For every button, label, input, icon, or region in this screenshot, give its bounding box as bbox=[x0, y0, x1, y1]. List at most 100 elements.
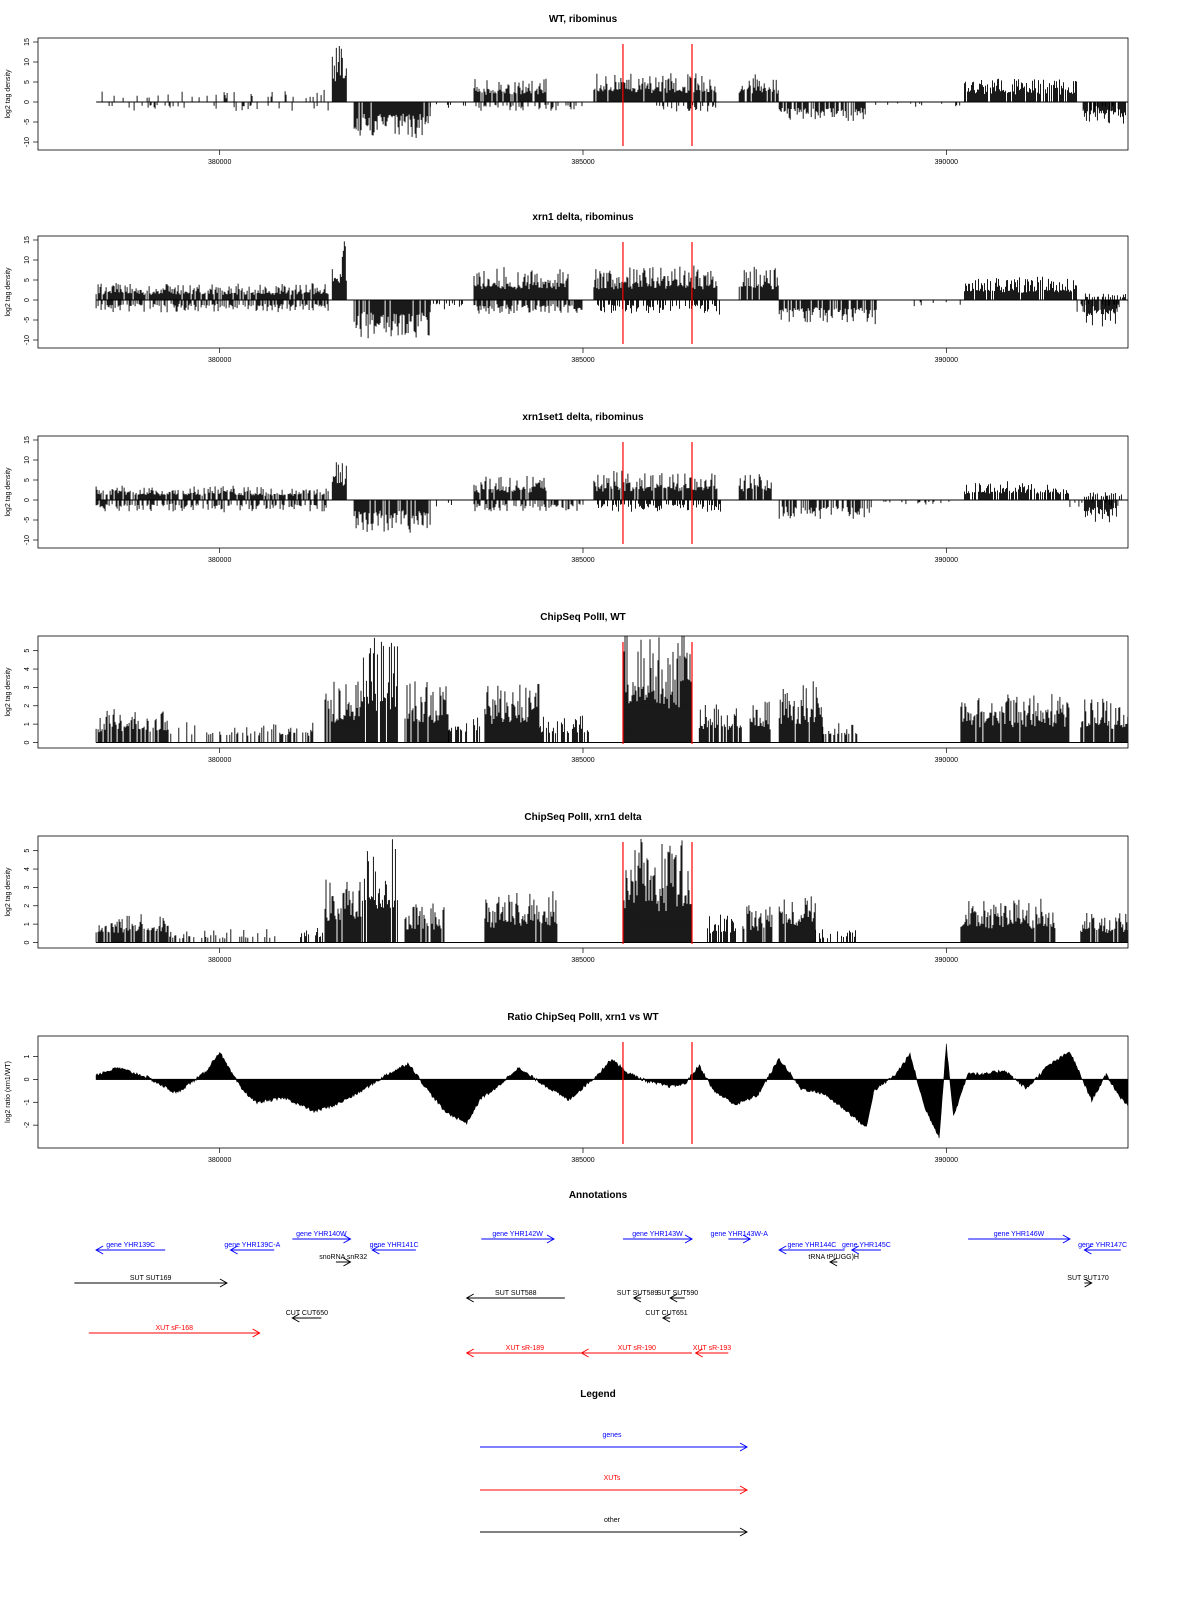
arrow-head bbox=[1083, 1245, 1092, 1255]
y-tick-label: -2 bbox=[24, 1122, 31, 1128]
feature-label: gene YHR145C bbox=[842, 1242, 891, 1249]
annotations-track: Annotations gene YHR139C gene YHR139C-A ge… bbox=[74, 1190, 1127, 1358]
y-axis-label: log2 tag density bbox=[5, 267, 12, 317]
feature-label: gene YHR144C bbox=[787, 1242, 836, 1249]
x-tick-label: 385000 bbox=[571, 757, 594, 764]
feature-label: SUT SUT170 bbox=[1067, 1275, 1109, 1282]
legend: Legend genes XUTs other bbox=[480, 1389, 749, 1537]
arrow-head bbox=[465, 1348, 474, 1358]
annotation-feature: gene YHR143W bbox=[622, 1231, 694, 1244]
x-tick-label: 385000 bbox=[571, 159, 594, 166]
legend-item: other bbox=[480, 1517, 749, 1537]
annotation-feature: tRNA tP(UGG)H bbox=[808, 1254, 859, 1267]
panel-title: Ratio ChipSeq PolII, xrn1 vs WT bbox=[507, 1012, 658, 1023]
arrow-head bbox=[850, 1245, 860, 1255]
signal-series bbox=[95, 241, 1128, 339]
signal-bars bbox=[95, 241, 1126, 339]
feature-label: SUT SUT588 bbox=[495, 1290, 537, 1297]
y-tick-label: 0 bbox=[24, 740, 31, 744]
y-tick-label: 1 bbox=[24, 922, 31, 926]
y-tick-label: 0 bbox=[24, 498, 31, 502]
arrow-head bbox=[229, 1245, 238, 1255]
annotation-feature: SUT SUT590 bbox=[657, 1290, 698, 1303]
annotation-feature: XUT sR-189 bbox=[465, 1345, 583, 1358]
x-tick-label: 390000 bbox=[935, 757, 958, 764]
feature-label: gene YHR139C-A bbox=[224, 1242, 280, 1249]
signal-series bbox=[96, 46, 1128, 138]
track-panel: Ratio ChipSeq PolII, xrn1 vs WT -2 -1 0 1 log… bbox=[5, 1012, 1129, 1164]
y-tick-label: 15 bbox=[24, 236, 31, 244]
feature-label: gene YHR146W bbox=[994, 1231, 1045, 1238]
y-tick-label: 4 bbox=[24, 667, 31, 671]
arrow-head bbox=[632, 1293, 642, 1303]
x-tick-label: 385000 bbox=[571, 357, 594, 364]
feature-label: gene YHR143W-A bbox=[711, 1231, 769, 1238]
arrow-head bbox=[669, 1293, 678, 1303]
annotation-feature: SUT SUT589 bbox=[617, 1290, 658, 1303]
y-tick-label: 4 bbox=[24, 867, 31, 871]
arrow-head bbox=[1084, 1278, 1093, 1288]
x-tick-label: 380000 bbox=[208, 757, 231, 764]
annotation-feature: gene YHR139C bbox=[95, 1242, 166, 1255]
y-tick-label: -5 bbox=[24, 119, 31, 125]
y-tick-label: 5 bbox=[24, 278, 31, 282]
y-tick-label: 0 bbox=[24, 1077, 31, 1081]
arrow-head bbox=[580, 1348, 589, 1358]
x-tick-label: 380000 bbox=[208, 957, 231, 964]
feature-label: gene YHR140W bbox=[296, 1231, 347, 1238]
ratio-area bbox=[95, 1043, 1128, 1139]
feature-label: XUT sF-168 bbox=[155, 1325, 193, 1332]
annotation-feature: gene YHR143W-A bbox=[711, 1231, 769, 1244]
arrow-head bbox=[219, 1278, 228, 1288]
x-tick-label: 380000 bbox=[208, 159, 231, 166]
y-tick-label: -1 bbox=[24, 1099, 31, 1105]
annotation-feature: XUT sR-190 bbox=[580, 1345, 692, 1358]
x-tick-label: 390000 bbox=[935, 1157, 958, 1164]
arrow-head bbox=[742, 1234, 752, 1244]
arrow-head bbox=[829, 1257, 838, 1267]
y-tick-label: 1 bbox=[24, 722, 31, 726]
x-tick-label: 390000 bbox=[935, 957, 958, 964]
feature-label: SUT SUT169 bbox=[130, 1275, 172, 1282]
arrow-head bbox=[465, 1293, 474, 1303]
annotation-feature: CUT CUT650 bbox=[286, 1310, 328, 1323]
track-panel: ChipSeq PolII, xrn1 delta 0 1 2 3 4 5 log2 tag … bbox=[5, 812, 1129, 964]
y-tick-label: -5 bbox=[24, 317, 31, 323]
y-tick-label: 3 bbox=[24, 685, 31, 689]
arrow-head bbox=[343, 1234, 352, 1244]
y-tick-label: 5 bbox=[24, 849, 31, 853]
panel-title: xrn1set1 delta, ribominus bbox=[522, 412, 644, 423]
y-axis-label: log2 tag density bbox=[5, 667, 12, 717]
y-tick-label: 0 bbox=[24, 940, 31, 944]
signal-series bbox=[95, 838, 1128, 943]
arrow-head bbox=[778, 1245, 787, 1255]
feature-label: XUT sR-193 bbox=[693, 1345, 731, 1352]
y-axis-label: log2 tag density bbox=[5, 467, 12, 517]
signal-series bbox=[95, 462, 1128, 533]
feature-label: gene YHR142W bbox=[492, 1231, 543, 1238]
annotation-feature: CUT CUT651 bbox=[645, 1310, 688, 1323]
arrow-head bbox=[252, 1328, 261, 1338]
panel-title: ChipSeq PolII, WT bbox=[540, 612, 626, 623]
arrow-head bbox=[739, 1527, 749, 1537]
y-axis-label: log2 tag density bbox=[5, 69, 12, 119]
y-tick-label: 1 bbox=[24, 1055, 31, 1059]
y-tick-label: 0 bbox=[24, 298, 31, 302]
y-tick-label: -10 bbox=[24, 137, 31, 147]
feature-label: tRNA tP(UGG)H bbox=[808, 1254, 859, 1261]
annotation-feature: gene YHR140W bbox=[292, 1231, 352, 1244]
annotation-feature: gene YHR139C-A bbox=[224, 1242, 281, 1255]
annotation-feature: SUT SUT170 bbox=[1067, 1275, 1109, 1288]
annotation-feature: gene YHR147C bbox=[1078, 1242, 1127, 1255]
x-tick-label: 390000 bbox=[935, 159, 958, 166]
y-axis-label: log2 ratio (xrn1/WT) bbox=[5, 1061, 12, 1123]
feature-label: XUT sR-189 bbox=[506, 1345, 544, 1352]
y-tick-label: 15 bbox=[24, 38, 31, 46]
x-tick-label: 385000 bbox=[571, 1157, 594, 1164]
annotation-feature: XUT sR-193 bbox=[693, 1345, 731, 1358]
y-tick-label: 5 bbox=[24, 80, 31, 84]
y-tick-label: 5 bbox=[24, 478, 31, 482]
y-tick-label: 10 bbox=[24, 58, 31, 66]
annotation-feature: gene YHR141C bbox=[370, 1242, 419, 1255]
x-tick-label: 380000 bbox=[208, 357, 231, 364]
